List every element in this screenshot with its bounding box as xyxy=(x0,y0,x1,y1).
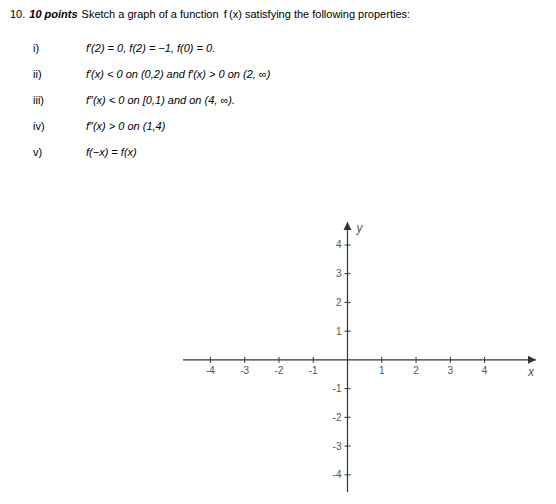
x-tick xyxy=(210,357,211,363)
chart: 10. 10 points Sketch a graph of a function… xyxy=(0,0,556,504)
y-tick-label: 1 xyxy=(336,326,342,337)
y-axis xyxy=(347,222,348,492)
property-number: iv) xyxy=(33,120,45,132)
y-tick xyxy=(345,417,351,418)
property-number: i) xyxy=(33,42,39,54)
y-tick xyxy=(345,302,351,303)
y-tick-label: -4 xyxy=(333,469,342,480)
x-tick xyxy=(416,357,417,363)
property-number: ii) xyxy=(33,68,42,80)
property-text: f(−x) = f(x) xyxy=(86,146,137,158)
property-number: v) xyxy=(33,146,42,158)
axes: -4 -3 -2 -1 1 2 3 4 -4 -3 -2 -1 1 2 3 4 x y xyxy=(183,221,536,492)
y-arrow xyxy=(344,222,352,230)
x-tick-label: -4 xyxy=(206,365,215,376)
y-tick xyxy=(345,331,351,332)
y-tick-label: -2 xyxy=(333,412,342,423)
x-axis-label: x xyxy=(527,365,535,379)
x-tick-label: 4 xyxy=(482,365,488,376)
title-part: 10. xyxy=(10,8,25,20)
property-text: f′(2) = 0, f(2) = −1, f(0) = 0. xyxy=(86,42,215,54)
property-number: iii) xyxy=(33,94,44,106)
y-tick-label: -1 xyxy=(333,383,342,394)
title: 10. 10 points Sketch a graph of a function… xyxy=(10,8,410,20)
y-tick-label: 4 xyxy=(336,239,342,250)
y-tick-label: 2 xyxy=(336,297,342,308)
property-text: f″(x) < 0 on [0,1) and on (4, ∞). xyxy=(86,94,235,106)
y-tick-label: -3 xyxy=(333,441,342,452)
y-tick xyxy=(345,446,351,447)
title-part: Sketch a graph of a function f (x) satis… xyxy=(82,8,410,20)
x-tick-label: -1 xyxy=(309,365,318,376)
x-tick-label: -2 xyxy=(275,365,284,376)
x-tick xyxy=(484,357,485,363)
y-tick xyxy=(345,474,351,475)
y-tick xyxy=(345,273,351,274)
title-part: 10 points xyxy=(29,8,77,20)
x-tick-label: 3 xyxy=(448,365,454,376)
x-tick xyxy=(450,357,451,363)
x-tick-label: 1 xyxy=(379,365,385,376)
y-tick xyxy=(345,244,351,245)
property-text: f′(x) < 0 on (0,2) and f′(x) > 0 on (2, … xyxy=(86,68,271,80)
x-tick-label: -3 xyxy=(240,365,249,376)
x-tick xyxy=(244,357,245,363)
property-text: f″(x) > 0 on (1,4) xyxy=(86,120,166,132)
x-tick xyxy=(381,357,382,363)
y-tick xyxy=(345,388,351,389)
x-tick xyxy=(313,357,314,363)
x-arrow xyxy=(528,356,536,364)
x-axis xyxy=(183,359,536,360)
x-tick-label: 2 xyxy=(413,365,419,376)
y-tick-label: 3 xyxy=(336,268,342,279)
x-tick xyxy=(278,357,279,363)
y-axis-label: y xyxy=(356,221,364,235)
